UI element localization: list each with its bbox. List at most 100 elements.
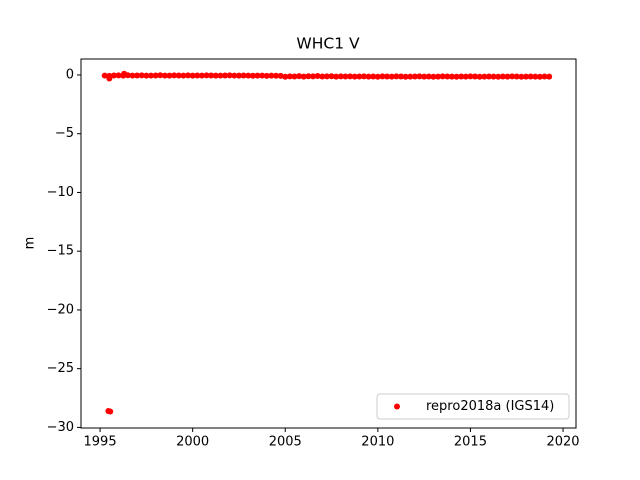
- plot-frame: [80, 58, 577, 429]
- data-point: [430, 73, 437, 80]
- data-point: [421, 73, 428, 80]
- data-point: [231, 72, 238, 79]
- data-point: [360, 73, 367, 80]
- data-point: [249, 72, 256, 79]
- data-point: [148, 72, 154, 79]
- data-point: [347, 73, 354, 80]
- x-tick-label: 1995: [84, 435, 117, 450]
- x-tick-label: 2015: [454, 435, 487, 450]
- data-point: [121, 70, 128, 77]
- data-point: [175, 72, 182, 79]
- data-point: [351, 73, 358, 80]
- data-point: [384, 73, 391, 80]
- data-point: [365, 73, 372, 80]
- data-point: [263, 72, 270, 79]
- data-point: [379, 73, 386, 80]
- y-tick-label: −25: [47, 361, 74, 376]
- data-point: [504, 73, 511, 80]
- data-point: [509, 73, 516, 80]
- data-point: [513, 73, 520, 80]
- legend-label: repro2018a (IGS14): [426, 399, 554, 414]
- data-point: [416, 73, 423, 80]
- data-point: [171, 72, 178, 79]
- data-point: [143, 72, 150, 79]
- data-point: [453, 73, 460, 80]
- data-point: [370, 73, 377, 80]
- x-tick-label: 2020: [546, 435, 579, 450]
- data-point: [273, 72, 279, 79]
- data-point: [490, 73, 497, 80]
- data-point: [291, 73, 298, 80]
- data-point: [134, 72, 141, 79]
- data-point: [198, 72, 205, 79]
- data-point: [161, 72, 168, 79]
- data-point: [518, 73, 525, 80]
- data-point: [388, 73, 395, 80]
- data-point: [393, 73, 400, 80]
- y-tick-label: −5: [55, 126, 74, 141]
- data-point: [536, 73, 543, 80]
- data-point: [101, 72, 108, 79]
- data-point: [546, 73, 553, 80]
- data-point: [305, 73, 312, 80]
- data-point: [541, 73, 548, 80]
- data-point: [106, 75, 113, 82]
- data-point: [319, 73, 326, 80]
- data-point: [425, 73, 432, 80]
- data-point: [222, 72, 229, 79]
- legend-marker: [394, 403, 400, 410]
- data-point: [527, 73, 534, 80]
- data-point: [286, 73, 293, 80]
- y-tick-label: −15: [47, 244, 74, 259]
- x-tick-label: 2005: [269, 435, 302, 450]
- data-point: [208, 72, 215, 79]
- data-point: [310, 73, 317, 80]
- data-point: [323, 73, 330, 80]
- data-point: [245, 72, 252, 79]
- data-point: [402, 73, 409, 80]
- data-point: [259, 72, 266, 79]
- data-point: [217, 72, 224, 79]
- data-point: [212, 72, 219, 79]
- data-point: [235, 72, 242, 79]
- y-tick-label: −10: [47, 185, 74, 200]
- data-point: [107, 408, 114, 415]
- data-point: [411, 73, 418, 80]
- data-point: [467, 73, 474, 80]
- data-point: [458, 73, 465, 80]
- data-point: [448, 73, 455, 80]
- data-point: [495, 73, 502, 80]
- data-point: [337, 73, 344, 80]
- data-point: [180, 72, 187, 79]
- data-point: [300, 73, 307, 80]
- data-point: [439, 73, 446, 80]
- data-point: [152, 72, 159, 79]
- data-point: [282, 73, 289, 80]
- data-point: [476, 73, 483, 80]
- data-point: [166, 72, 173, 79]
- y-axis-label: m: [23, 237, 38, 250]
- data-point: [268, 72, 275, 79]
- data-point: [435, 73, 442, 80]
- data-point: [185, 72, 192, 79]
- data-point: [499, 73, 506, 80]
- data-point: [115, 72, 122, 79]
- chart-title: WHC1 V: [296, 35, 360, 53]
- legend-box: [376, 393, 570, 420]
- data-point: [532, 73, 539, 80]
- data-point: [277, 72, 284, 79]
- data-point: [481, 73, 488, 80]
- data-point: [374, 73, 381, 80]
- y-tick-label: −20: [47, 302, 74, 317]
- data-point: [356, 73, 363, 80]
- data-point: [296, 73, 303, 80]
- data-point: [333, 73, 340, 80]
- data-point: [398, 73, 404, 80]
- data-point: [226, 72, 233, 79]
- data-point: [407, 73, 414, 80]
- data-point: [485, 73, 492, 80]
- data-point: [254, 72, 261, 79]
- data-point: [240, 72, 247, 79]
- data-point: [462, 73, 469, 80]
